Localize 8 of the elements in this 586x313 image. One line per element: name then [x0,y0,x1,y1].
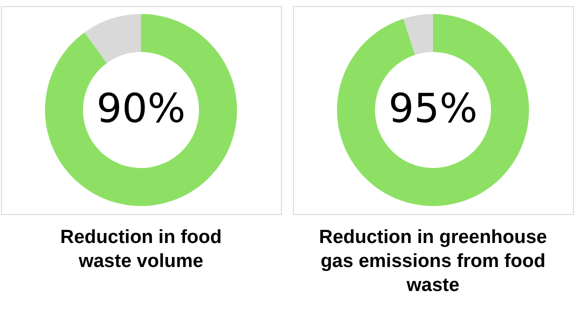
donut-slice [403,14,433,55]
donut-slice [45,14,237,206]
donut-slice [337,14,529,206]
data-label: 95% [388,86,478,132]
donut-slice [84,14,141,64]
text: Reduction in food waste volume [60,227,222,272]
data-label: 90% [96,86,186,132]
text: Reduction in greenhouse gas emissions from food waste [318,227,548,296]
